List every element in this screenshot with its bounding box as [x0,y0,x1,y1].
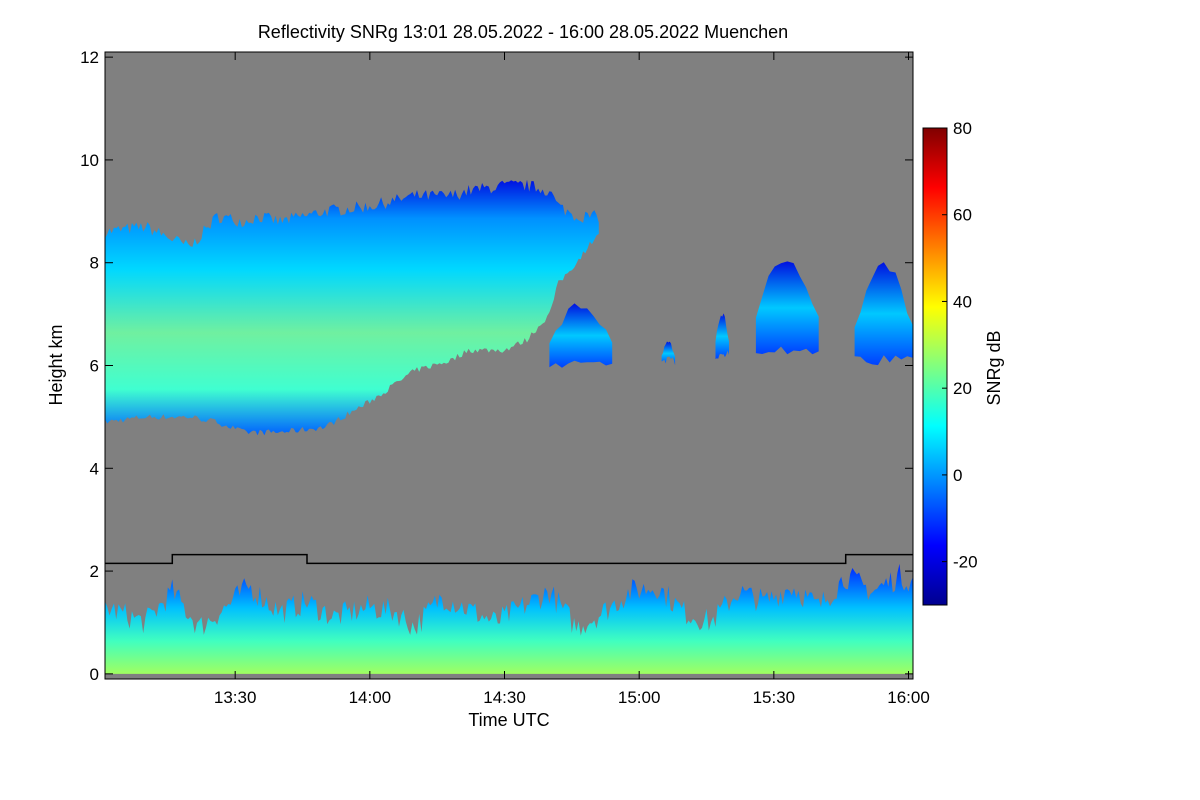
x-tick-label: 13:30 [214,688,257,707]
chart-title: Reflectivity SNRg 13:01 28.05.2022 - 16:… [258,22,788,42]
scattered-cloud-4 [755,261,819,355]
colorbar-tick-label: 80 [953,119,972,138]
y-axis-label: Height km [46,324,66,405]
scattered-cloud-1 [549,303,613,368]
y-tick-label: 10 [80,151,99,170]
y-tick-label: 2 [90,562,99,581]
y-tick-label: 12 [80,48,99,67]
x-tick-label: 15:00 [618,688,661,707]
data-layer [105,179,913,674]
x-axis-label: Time UTC [468,710,549,730]
colorbar-tick-label: 40 [953,292,972,311]
colorbar-tick-label: 60 [953,206,972,225]
x-tick-label: 14:30 [483,688,526,707]
colorbar-tick-label: 20 [953,379,972,398]
colorbar-ticks: -20 0 20 40 60 80 [942,119,978,572]
x-tick-label: 15:30 [753,688,796,707]
y-tick-label: 0 [90,665,99,684]
boundary-layer [105,563,913,674]
scattered-cloud-2 [661,341,676,366]
colorbar-label: SNRg dB [984,330,1004,405]
black-step-line [105,553,913,565]
y-tick-label: 4 [90,459,99,478]
colorbar-tick-label: 0 [953,466,962,485]
scattered-cloud-3 [715,313,729,360]
x-axis: 13:30 14:00 14:30 15:00 15:30 16:00 [214,52,930,707]
y-axis: 0 2 4 6 8 10 12 [80,48,913,684]
colorbar-tick-label: -20 [953,553,978,572]
cloud-layer [105,179,599,436]
y-tick-label: 8 [90,254,99,273]
x-tick-label: 16:00 [887,688,930,707]
scattered-cloud-5 [854,262,913,366]
colorbar [922,127,948,606]
x-tick-label: 14:00 [349,688,392,707]
y-tick-label: 6 [90,357,99,376]
